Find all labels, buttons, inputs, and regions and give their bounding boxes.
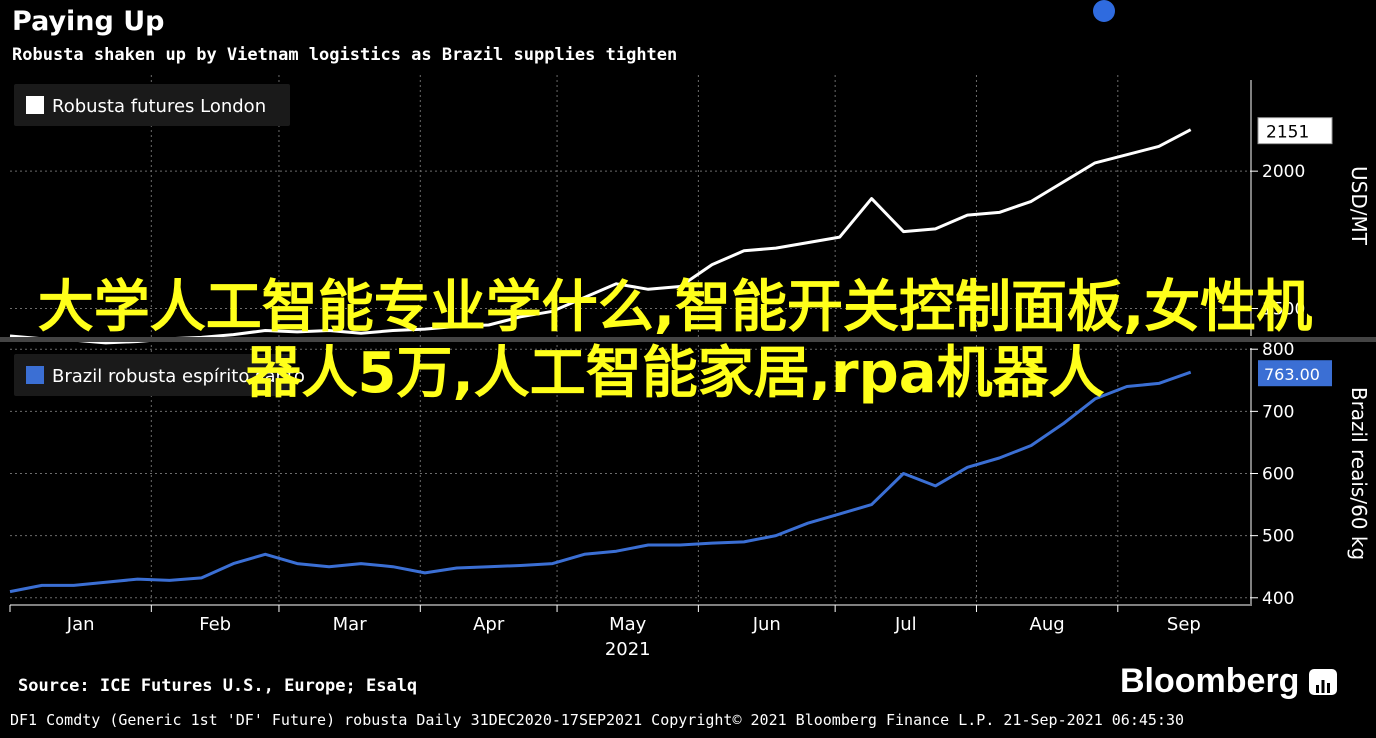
- x-tick-label: Jan: [66, 614, 95, 635]
- x-tick-label: Sep: [1167, 614, 1201, 635]
- y-tick-label: 600: [1262, 465, 1294, 485]
- x-tick-label: Jun: [752, 614, 781, 635]
- x-tick-label: Apr: [473, 614, 505, 635]
- last-value-tag-top: 2151: [1258, 118, 1332, 144]
- brand-name: Bloomberg: [1120, 662, 1299, 701]
- bloomberg-chart-icon: [1309, 669, 1337, 695]
- y-axis-title: Brazil reais/60 kg: [1347, 387, 1371, 560]
- source-note: Source: ICE Futures U.S., Europe; Esalq: [18, 676, 417, 696]
- x-tick-label: May: [609, 614, 647, 635]
- y-tick-label: 2000: [1262, 162, 1305, 182]
- last-value-label: 2151: [1266, 123, 1309, 143]
- x-year-label: 2021: [605, 639, 651, 660]
- legend-label: Robusta futures London: [52, 96, 266, 117]
- legend-swatch: [26, 96, 44, 114]
- y-axis-title: USD/MT: [1347, 166, 1371, 246]
- x-tick-label: Feb: [199, 614, 231, 635]
- x-tick-label: Jul: [894, 614, 917, 635]
- x-tick-label: Mar: [333, 614, 368, 635]
- footer-details: DF1 Comdty (Generic 1st 'DF' Future) rob…: [10, 711, 1184, 729]
- x-tick-label: Aug: [1030, 614, 1065, 635]
- overlay-caption: 大学人工智能专业学什么,智能开关控制面板,女性机器人5万,人工智能家居,rpa机…: [30, 275, 1320, 407]
- y-tick-label: 500: [1262, 527, 1294, 547]
- y-tick-label: 400: [1262, 589, 1294, 609]
- legend-top: Robusta futures London: [14, 84, 290, 126]
- bloomberg-brand: Bloomberg: [1120, 662, 1337, 701]
